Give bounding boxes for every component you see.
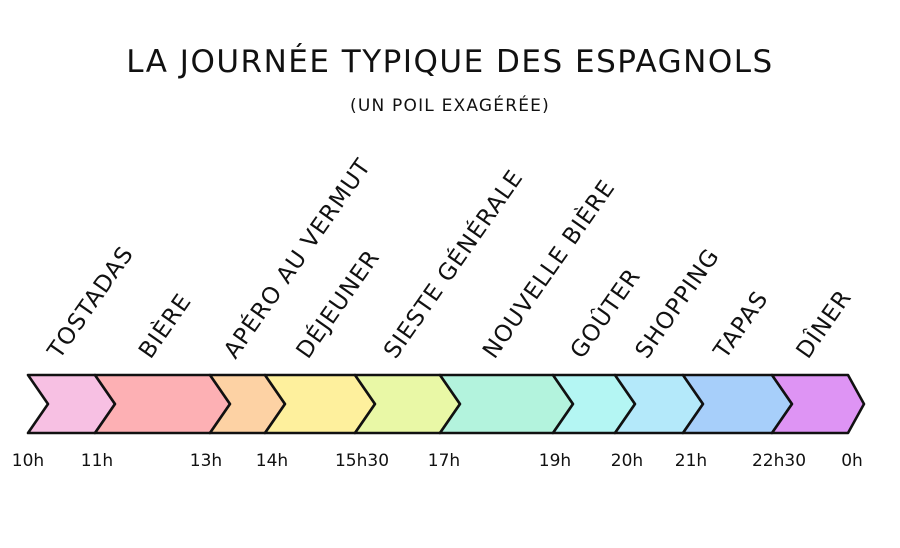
segment-label: DÎNER [790,284,857,363]
timeline-segment [770,373,866,435]
timeline-segment [438,373,575,435]
time-label: 0h [841,451,863,471]
segment-label: TOSTADAS [43,242,140,365]
time-label: 10h [12,451,44,471]
time-label: 13h [190,451,222,471]
segment-label: TAPAS [709,286,774,364]
time-label: 14h [256,451,288,471]
time-label: 15h30 [335,451,389,471]
page-title: LA JOURNÉE TYPIQUE DES ESPAGNOLS [126,44,774,80]
time-label: 22h30 [752,451,806,471]
page-subtitle: (UN POIL EXAGÉRÉE) [350,96,550,116]
time-label: 20h [611,451,643,471]
time-label: 17h [428,451,460,471]
time-label: 11h [81,451,113,471]
time-label: 21h [675,451,707,471]
segment-label: BIÈRE [132,288,197,364]
timeline-segment [93,373,232,435]
time-label: 19h [539,451,571,471]
segment-label: APÉRO AU VERMUT [217,153,376,364]
